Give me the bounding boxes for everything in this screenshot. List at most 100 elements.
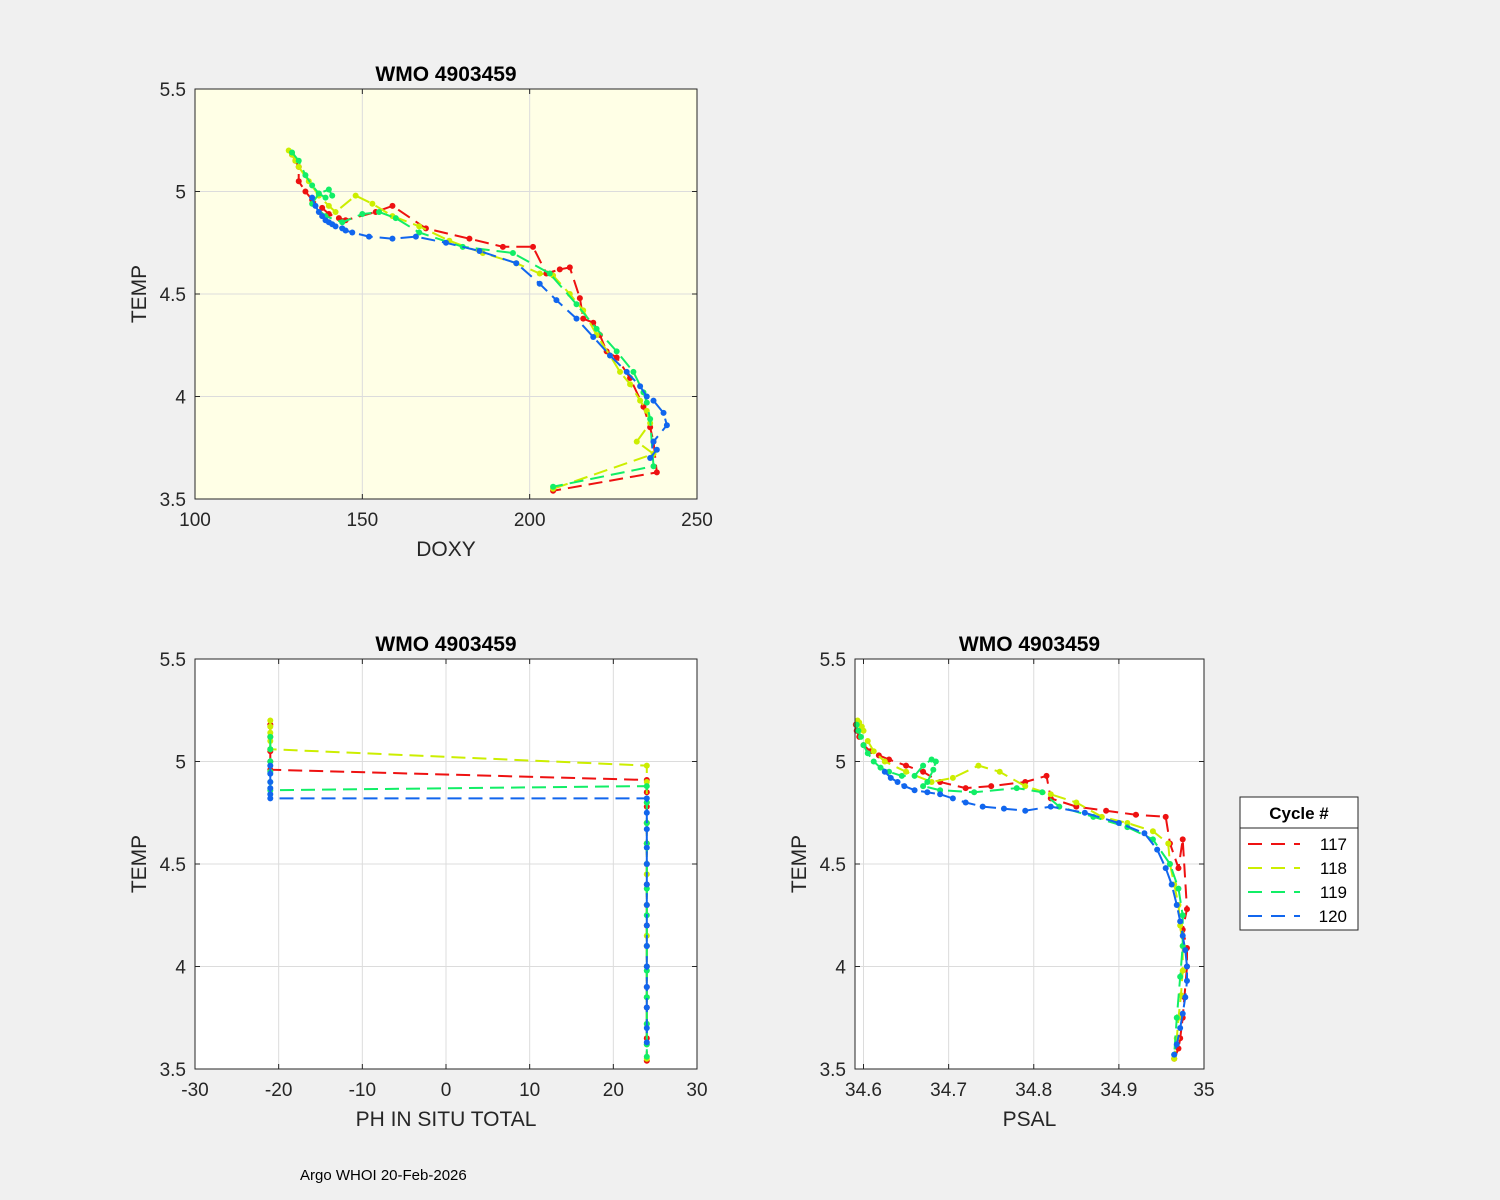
data-point — [312, 202, 319, 209]
data-point — [643, 844, 650, 851]
data-point — [1165, 840, 1172, 847]
data-point — [860, 727, 867, 734]
data-point — [920, 783, 927, 790]
data-point — [389, 235, 396, 242]
data-point — [359, 211, 366, 218]
data-point — [623, 368, 630, 375]
data-point — [996, 768, 1003, 775]
data-point — [643, 783, 650, 790]
data-point — [1039, 789, 1046, 796]
data-point — [864, 750, 871, 757]
data-point — [325, 202, 332, 209]
legend: Cycle # 117 118 119 120 — [1239, 796, 1359, 931]
series-120 — [309, 194, 670, 461]
data-point — [1141, 830, 1148, 837]
data-point — [322, 194, 329, 201]
data-point — [342, 227, 349, 234]
data-point — [319, 213, 326, 220]
data-point — [937, 791, 944, 798]
data-point — [864, 738, 871, 744]
chart-title: WMO 4903459 — [375, 633, 516, 656]
data-point — [550, 483, 557, 490]
data-point — [295, 157, 302, 164]
x-tick-label: 0 — [441, 1080, 452, 1101]
data-point — [267, 723, 274, 730]
y-tick-label: 5 — [175, 753, 186, 774]
data-point — [911, 772, 918, 779]
chart-1: 100 150 200 250 3.5 4 4.5 5 5.5 WMO 4903459 DOXY TE… — [128, 63, 713, 561]
data-point — [573, 315, 580, 322]
data-point — [416, 229, 423, 236]
legend-label: 117 — [1320, 835, 1347, 854]
y-tick-label: 3.5 — [820, 1060, 846, 1081]
data-point — [630, 368, 637, 375]
x-axis-label: PH IN SITU TOTAL — [356, 1108, 537, 1131]
x-tick-label: 150 — [346, 510, 378, 531]
data-point — [650, 397, 657, 404]
series-119 — [853, 721, 1186, 1058]
y-tick-label: 4 — [175, 388, 186, 409]
y-axis-label: TEMP — [128, 265, 151, 323]
x-tick-label: 200 — [514, 510, 546, 531]
data-point — [643, 881, 650, 888]
y-tick-label: 4.5 — [160, 285, 186, 306]
data-point — [1171, 1051, 1178, 1058]
x-tick-label: 35 — [1193, 1080, 1214, 1101]
data-point — [1177, 973, 1184, 980]
data-point — [1022, 783, 1029, 790]
data-point — [267, 779, 274, 785]
data-point — [643, 1053, 650, 1060]
x-tick-label: 34.8 — [1015, 1080, 1052, 1101]
data-point — [335, 215, 342, 222]
x-tick-label: 250 — [681, 510, 713, 531]
data-point — [894, 779, 901, 785]
data-point — [643, 922, 650, 929]
data-point — [1175, 865, 1182, 872]
data-point — [920, 768, 927, 775]
data-point — [898, 772, 905, 779]
legend-label: 119 — [1320, 883, 1347, 902]
data-point — [633, 438, 640, 445]
data-point — [267, 746, 274, 753]
series-line-119 — [291, 151, 655, 488]
data-point — [650, 463, 657, 470]
data-point — [1073, 803, 1080, 810]
y-tick-label: 3.5 — [160, 490, 186, 511]
data-point — [924, 779, 931, 785]
legend-label: 120 — [1319, 907, 1347, 926]
data-point — [530, 243, 537, 250]
data-point — [553, 297, 560, 304]
data-point — [566, 264, 573, 271]
data-point — [1149, 828, 1156, 835]
data-point — [546, 270, 553, 277]
data-point — [556, 266, 563, 273]
data-point — [267, 795, 274, 802]
chart-title: WMO 4903459 — [959, 633, 1100, 656]
data-point — [877, 764, 884, 771]
data-point — [513, 260, 520, 267]
data-point — [267, 717, 274, 724]
y-tick-label: 5.5 — [820, 650, 846, 671]
data-point — [881, 758, 888, 765]
data-point — [295, 163, 302, 170]
data-point — [1182, 947, 1189, 954]
data-point — [1000, 805, 1007, 812]
data-point — [466, 235, 473, 242]
data-point — [637, 397, 644, 404]
data-point — [315, 209, 322, 215]
data-point — [920, 762, 927, 769]
data-point — [870, 748, 877, 755]
data-point — [903, 762, 910, 769]
series-120 — [267, 762, 650, 1046]
data-point — [1162, 813, 1169, 820]
data-point — [1022, 807, 1029, 814]
data-point — [643, 826, 650, 833]
data-point — [962, 799, 969, 806]
data-point — [881, 768, 888, 775]
data-point — [1115, 820, 1122, 826]
data-point — [329, 192, 336, 199]
data-point — [653, 469, 660, 476]
data-point — [857, 733, 864, 740]
y-tick-label: 5.5 — [160, 650, 186, 671]
series-120 — [881, 768, 1190, 1058]
